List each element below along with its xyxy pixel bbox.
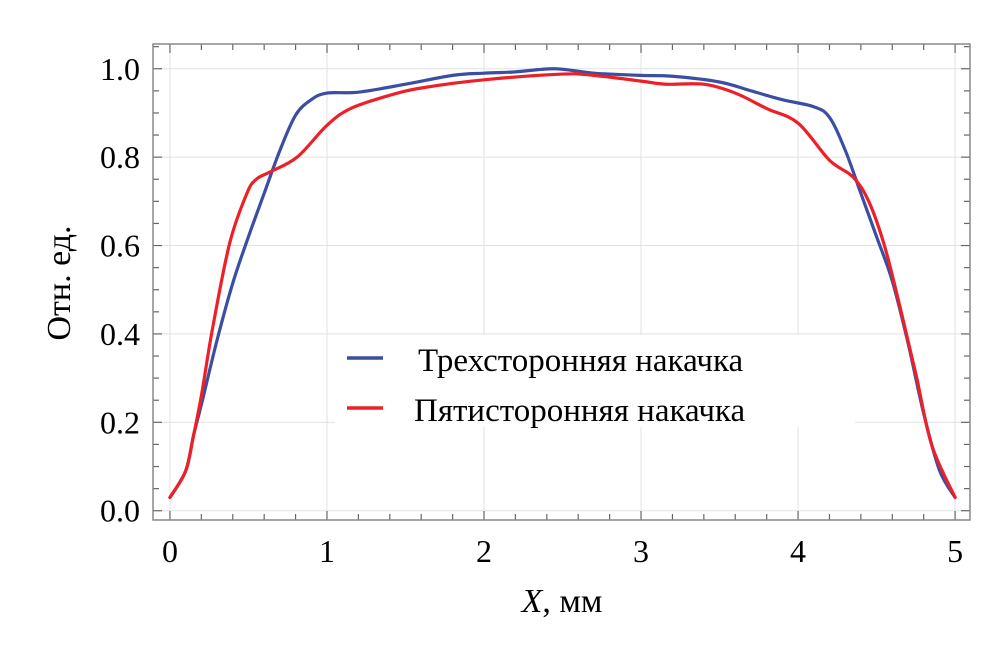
x-tick-label: 4 (790, 533, 806, 569)
plot-frame (152, 43, 971, 521)
y-tick-label: 0.4 (100, 316, 140, 352)
legend-label-0: Трехсторонняя накачка (418, 343, 744, 379)
x-tick-label: 5 (947, 533, 963, 569)
tick-labels: 0 1 2 3 4 5 0.0 0.2 0.4 0.6 0.8 1.0 (100, 51, 963, 569)
ticks (153, 44, 970, 520)
x-axis-variable: X (520, 583, 544, 620)
x-axis-unit: , мм (542, 583, 602, 620)
y-tick-label: 0.0 (100, 493, 140, 529)
y-tick-label: 1.0 (100, 51, 140, 87)
x-tick-label: 1 (319, 533, 335, 569)
legend-background (335, 335, 855, 427)
y-tick-label: 0.2 (100, 404, 140, 440)
legend-label-1: Пятисторонняя накачка (414, 393, 745, 429)
x-tick-label: 0 (162, 533, 178, 569)
y-tick-label: 0.8 (100, 139, 140, 175)
legend: Трехсторонняя накачка Пятисторонняя нака… (335, 335, 855, 429)
series-line-1 (168, 72, 957, 500)
grid (153, 44, 970, 520)
x-axis-label: X, мм (520, 583, 603, 620)
y-tick-label: 0.6 (100, 228, 140, 264)
x-tick-label: 2 (476, 533, 492, 569)
series-line-0 (168, 67, 957, 500)
series-lines (168, 67, 957, 500)
y-axis-label: Отн. ед. (41, 225, 78, 340)
x-tick-label: 3 (633, 533, 649, 569)
